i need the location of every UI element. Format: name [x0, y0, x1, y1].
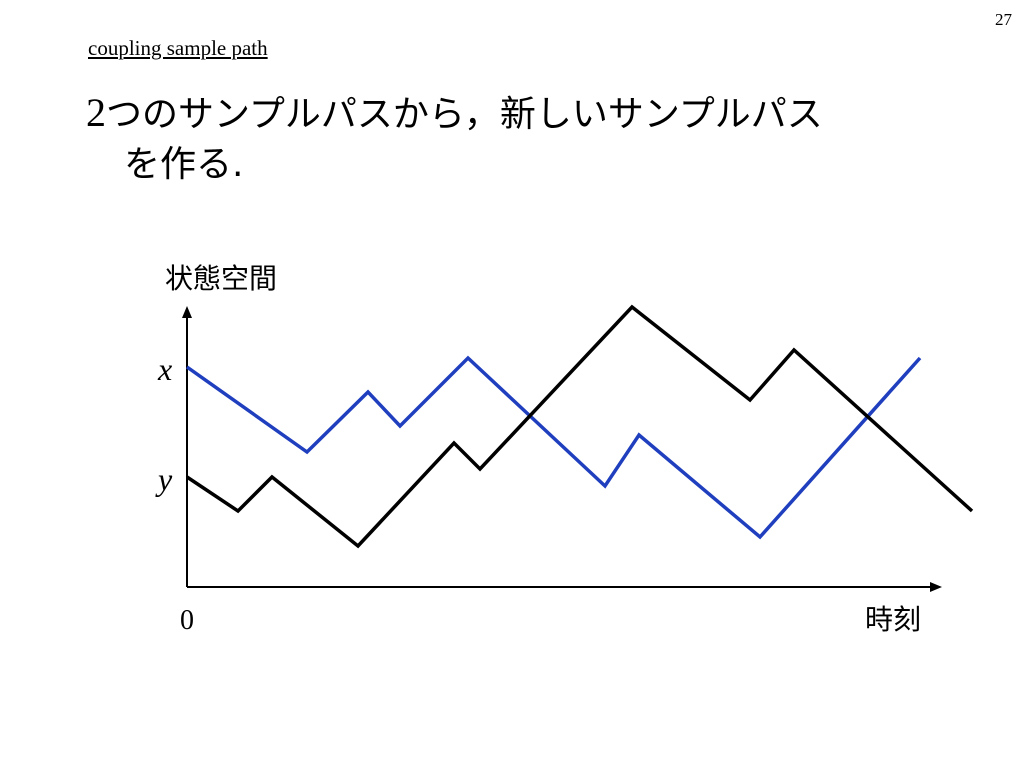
y-axis-arrowhead [182, 306, 192, 318]
y-axis-label: 状態空間 [165, 262, 277, 295]
black-sample-path [186, 304, 974, 549]
heading-text-1: つのサンプルパスから，新しいサンプルパス [106, 94, 823, 135]
heading-number: 2 [86, 90, 106, 135]
x-marker-label: x [157, 351, 172, 387]
x-axis-label: 時刻 [865, 603, 921, 636]
heading-line-1: 2つのサンプルパスから，新しいサンプルパス [86, 88, 986, 140]
page-number: 27 [995, 10, 1012, 29]
blue-sample-path [185, 355, 922, 540]
heading-line-2: を作る. [124, 144, 244, 185]
origin-label: 0 [180, 605, 194, 636]
y-marker-label: y [155, 461, 173, 497]
section-link[interactable]: coupling sample path [88, 36, 268, 60]
x-axis-arrowhead [930, 582, 942, 592]
slide-heading: 2つのサンプルパスから，新しいサンプルパス を作る. [86, 88, 986, 190]
